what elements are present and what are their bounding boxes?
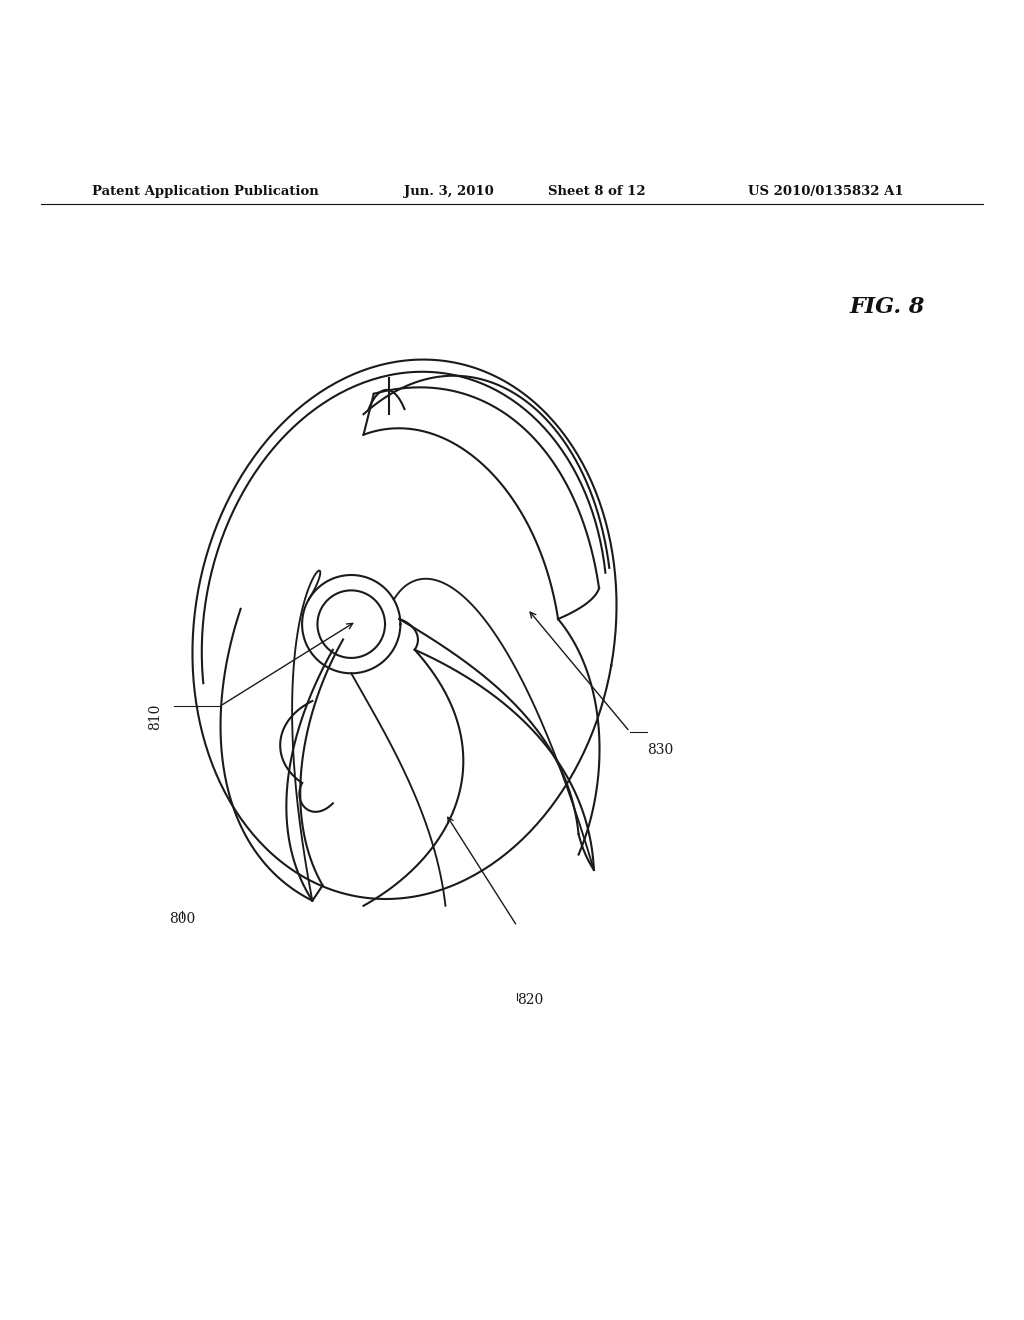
Text: Patent Application Publication: Patent Application Publication xyxy=(92,185,318,198)
Text: Sheet 8 of 12: Sheet 8 of 12 xyxy=(548,185,645,198)
Text: 830: 830 xyxy=(647,743,674,758)
Text: FIG. 8: FIG. 8 xyxy=(850,296,926,318)
Text: US 2010/0135832 A1: US 2010/0135832 A1 xyxy=(748,185,903,198)
Text: 800: 800 xyxy=(169,912,196,927)
Text: 820: 820 xyxy=(517,993,544,1007)
Text: 810: 810 xyxy=(148,704,163,730)
Text: Jun. 3, 2010: Jun. 3, 2010 xyxy=(404,185,495,198)
